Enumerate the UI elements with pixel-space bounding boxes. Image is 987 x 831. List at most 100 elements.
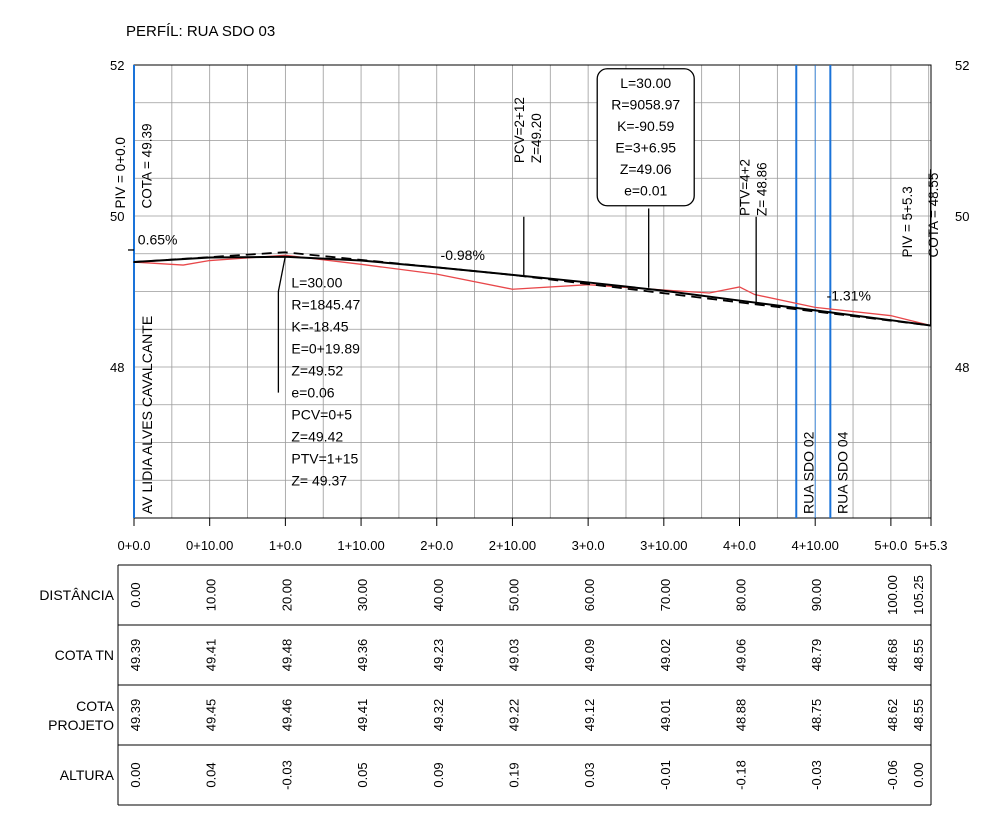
x-tick-label: 0+10.00 — [186, 538, 233, 553]
table-cell-value: 49.23 — [431, 639, 446, 672]
curve-1-info-line: Z=49.42 — [291, 429, 343, 445]
table-cell-value: 60.00 — [582, 579, 597, 612]
table-cell-value: 30.00 — [355, 579, 370, 612]
curve-2-info-line: Z=49.06 — [620, 161, 672, 177]
table-cell-value: 49.02 — [658, 639, 673, 672]
table-row-label: PROJETO — [48, 717, 114, 733]
table-cell-value: -0.18 — [734, 760, 749, 790]
profile-title: PERFÍL: RUA SDO 03 — [126, 23, 275, 40]
series-point-greide — [587, 281, 589, 284]
table-cell-value: 49.41 — [204, 639, 219, 672]
y-tick-label-right: 50 — [955, 209, 969, 224]
table-cell-value: 90.00 — [809, 579, 824, 612]
curve-1-info-line: PCV=0+5 — [291, 407, 352, 423]
curve-2-info-line: R=9058.97 — [611, 96, 680, 112]
table-cell-value: 48.62 — [885, 699, 900, 732]
table-row-label: ALTURA — [60, 767, 115, 783]
curve-1-info-line: E=0+19.89 — [291, 341, 360, 357]
table-cell-value: 0.04 — [204, 762, 219, 787]
table-cell-value: -0.01 — [658, 760, 673, 790]
table-cell-value: 48.55 — [911, 699, 926, 732]
curve-1-info-line: e=0.06 — [291, 385, 334, 401]
table-cell-value: 10.00 — [204, 579, 219, 612]
x-tick-label: 0+0.0 — [118, 538, 151, 553]
table-cell-value: 49.46 — [279, 699, 294, 732]
y-tick-label-right: 48 — [955, 360, 969, 375]
table-cell-value: 49.48 — [279, 639, 294, 672]
table-cell-value: 0.19 — [506, 762, 521, 787]
x-tick-label: 1+10.00 — [337, 538, 384, 553]
x-tick-label: 2+0.0 — [420, 538, 453, 553]
series-line-tangentes — [133, 251, 931, 327]
station-label: PIV = 5+5.3 — [900, 186, 915, 257]
curve-2-info-line: K=-90.59 — [617, 118, 674, 134]
x-tick-label: 2+10.00 — [489, 538, 536, 553]
table-cell-value: 0.03 — [582, 762, 597, 787]
table-cell-value: 49.09 — [582, 639, 597, 672]
curve-1-info-line: L=30.00 — [291, 275, 342, 291]
table-cell-value: 20.00 — [279, 579, 294, 612]
x-tick-label: 5+5.3 — [915, 538, 948, 553]
curve-2-info-line: E=3+6.95 — [615, 139, 676, 155]
curve-1-info-line: R=1845.47 — [291, 297, 360, 313]
table-cell-value: 0.00 — [911, 762, 926, 787]
series-point-greide — [511, 274, 514, 276]
x-tick-label: 3+0.0 — [572, 538, 605, 553]
curve-1-info-line: PTV=1+15 — [291, 451, 358, 467]
station-label: COTA = 48.55 — [926, 173, 941, 258]
table-cell-value: 49.22 — [506, 699, 521, 732]
table-cell-value: 70.00 — [658, 579, 673, 612]
y-tick-label-left: 48 — [110, 360, 124, 375]
series-point-greide — [738, 299, 741, 302]
profile-plot: 52 52 50 50 48 48 0+0.0 0+10.00 1+0.0 1+10.00 2+0.… — [110, 58, 969, 553]
station-label: Z= 48.86 — [754, 162, 769, 216]
table-cell-value: 0.05 — [355, 762, 370, 787]
station-label: PIV = 0+0.0 — [113, 137, 128, 208]
station-label: PTV=4+2 — [737, 159, 752, 216]
curve-2-info-box — [596, 68, 695, 207]
table-cell-value: 48.75 — [809, 699, 824, 732]
curve-1-info-line: Z=49.52 — [291, 363, 343, 379]
grade-label: 0.65% — [138, 232, 178, 248]
table-row-label: COTA TN — [55, 647, 114, 663]
curve-1-leader — [277, 255, 287, 393]
y-tick-label-right: 52 — [955, 58, 969, 73]
table-cell-value: 48.68 — [885, 639, 900, 672]
table-cell-value: 0.09 — [431, 762, 446, 787]
table-row-label: DISTÂNCIA — [39, 587, 114, 603]
table-cell-value: 0.00 — [128, 582, 143, 607]
station-label: Z=49.20 — [529, 113, 544, 163]
table-cell-value: 48.88 — [734, 699, 749, 732]
table-cell-value: 48.55 — [911, 639, 926, 672]
table-cell-value: 49.39 — [128, 699, 143, 732]
series-point-greide — [208, 256, 211, 259]
station-label: PCV=2+12 — [512, 97, 527, 163]
curve-1-info-line: K=-18.45 — [291, 319, 348, 335]
profile-table: DISTÂNCIA 0.00 10.00 20.00 30.00 40.00 50.00 60… — [39, 564, 932, 806]
table-cell-value: 48.79 — [809, 639, 824, 672]
table-cell-value: 49.12 — [582, 699, 597, 732]
table-cell-value: 49.01 — [658, 699, 673, 732]
table-cell-value: 50.00 — [506, 579, 521, 612]
station-label: COTA = 49.39 — [139, 124, 154, 209]
series-point-greide — [663, 289, 665, 292]
table-cell-value: 105.25 — [911, 575, 926, 615]
table-cell-value: 49.36 — [355, 639, 370, 672]
series-line-terreno — [133, 254, 931, 327]
curve-1-info-line: Z= 49.37 — [291, 473, 347, 489]
cross-street-label: RUA SDO 04 — [834, 431, 850, 514]
y-tick-label-left: 52 — [110, 58, 124, 73]
x-tick-label: 5+0.0 — [874, 538, 907, 553]
table-cell-value: 49.03 — [506, 639, 521, 672]
x-tick-label: 4+0.0 — [723, 538, 756, 553]
table-cell-value: 49.41 — [355, 699, 370, 732]
curve-2-info-line: e=0.01 — [624, 182, 667, 198]
table-cell-value: 49.45 — [204, 699, 219, 732]
table-cell-value: 49.39 — [128, 639, 143, 672]
table-cell-value: -0.06 — [885, 760, 900, 790]
x-tick-label: 3+10.00 — [640, 538, 687, 553]
table-cell-value: 49.32 — [431, 699, 446, 732]
table-cell-value: -0.03 — [279, 760, 294, 790]
grade-label: -0.98% — [441, 247, 485, 263]
